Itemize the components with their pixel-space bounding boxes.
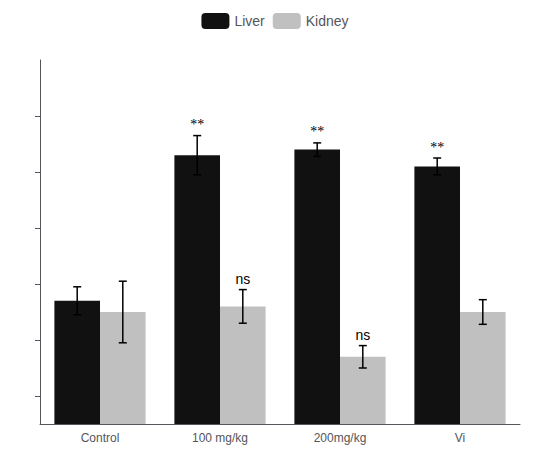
svg-text:**: **: [430, 140, 444, 155]
svg-text:**: **: [190, 117, 204, 132]
svg-text:ns: ns: [235, 271, 250, 287]
svg-text:Liver: Liver: [234, 13, 265, 29]
svg-text:Control: Control: [81, 431, 120, 445]
svg-text:**: **: [310, 124, 324, 139]
svg-text:Vi: Vi: [455, 431, 465, 445]
svg-text:200mg/kg: 200mg/kg: [314, 431, 367, 445]
svg-text:100 mg/kg: 100 mg/kg: [192, 431, 248, 445]
svg-text:ns: ns: [355, 327, 370, 343]
svg-text:Kidney: Kidney: [306, 13, 349, 29]
